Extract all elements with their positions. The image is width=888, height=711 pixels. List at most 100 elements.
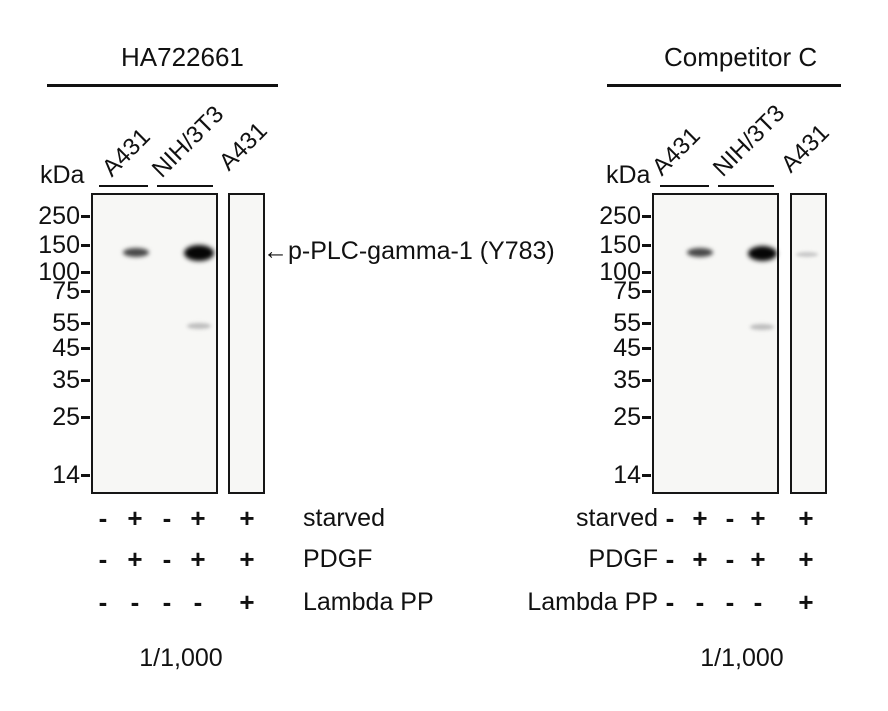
mw-tick [642, 473, 651, 477]
treatment-label-pdgf: PDGF [303, 545, 373, 573]
treatment-value: - [162, 587, 172, 617]
band-55kda-lane4 [187, 323, 211, 329]
band-140kda-lane4 [184, 245, 214, 261]
mw-tick [642, 214, 651, 218]
mw-marker-row: 100 [28, 257, 90, 287]
treatment-value: - [665, 587, 675, 617]
treatment-value: - [98, 503, 108, 533]
treatment-value: - [98, 587, 108, 617]
band-140kda-lane2 [123, 248, 149, 257]
mw-label: 35 [52, 366, 80, 394]
treatment-value: - [665, 544, 675, 574]
lane-label-a431-1: A431 [96, 123, 156, 182]
band-55kda-lane4 [750, 324, 774, 330]
treatment-value: - [162, 544, 172, 574]
mw-marker-row: 25 [589, 402, 651, 432]
treatment-value: + [798, 544, 814, 574]
treatment-label-pdgf: PDGF [588, 545, 658, 573]
mw-label: 14 [613, 461, 641, 489]
kda-axis-label: kDa [40, 161, 85, 189]
mw-tick [642, 378, 651, 382]
mw-tick [81, 346, 90, 350]
mw-tick [81, 270, 90, 274]
dilution-label: 1/1,000 [139, 644, 223, 672]
mw-tick [642, 243, 651, 247]
lane-group-rule [718, 185, 774, 187]
mw-marker-row: 75 [589, 276, 651, 306]
mw-marker-row: 25 [28, 402, 90, 432]
mw-label: 100 [38, 258, 80, 286]
mw-tick [642, 289, 651, 293]
mw-tick [642, 415, 651, 419]
treatment-value: - [695, 587, 705, 617]
blot-membrane-main [91, 193, 218, 494]
treatment-value: - [162, 503, 172, 533]
mw-label: 75 [613, 277, 641, 305]
mw-label: 55 [613, 309, 641, 337]
treatment-value: - [725, 503, 735, 533]
treatment-label-lambda-pp: Lambda PP [527, 588, 658, 616]
mw-label: 45 [52, 334, 80, 362]
dilution-label: 1/1,000 [700, 644, 784, 672]
lane-label-nih3t3: NIH/3T3 [707, 99, 791, 182]
treatment-value: + [127, 544, 143, 574]
lane-label-a431-1: A431 [646, 122, 706, 181]
treatment-value: + [239, 503, 255, 533]
mw-marker-row: 55 [589, 308, 651, 338]
treatment-value: - [665, 503, 675, 533]
treatment-value: + [190, 503, 206, 533]
mw-marker-row: 150 [589, 230, 651, 260]
title-underline [47, 84, 278, 87]
mw-tick [642, 321, 651, 325]
blot-membrane-strip [790, 193, 827, 494]
band-140kda-lane4 [748, 246, 777, 261]
treatment-value: + [750, 503, 766, 533]
mw-label: 25 [52, 403, 80, 431]
treatment-value: + [750, 544, 766, 574]
mw-tick [81, 243, 90, 247]
mw-marker-row: 14 [28, 460, 90, 490]
lane-group-rule [99, 185, 148, 187]
mw-label: 14 [52, 461, 80, 489]
mw-marker-row: 75 [28, 276, 90, 306]
mw-marker-row: 150 [28, 230, 90, 260]
mw-marker-row: 45 [589, 333, 651, 363]
treatment-value: + [692, 544, 708, 574]
lane-label-a431-2: A431 [775, 119, 835, 178]
treatment-value: - [725, 587, 735, 617]
mw-label: 150 [38, 231, 80, 259]
treatment-label-starved: starved [303, 504, 385, 532]
treatment-value: - [753, 587, 763, 617]
treatment-value: + [239, 544, 255, 574]
panel-title-ha722661: HA722661 [121, 42, 244, 72]
lane-label-a431-2: A431 [213, 117, 273, 176]
treatment-value: + [239, 587, 255, 617]
treatment-value: - [193, 587, 203, 617]
kda-axis-label: kDa [606, 161, 651, 189]
lane-group-rule [660, 185, 709, 187]
mw-marker-row: 45 [28, 333, 90, 363]
mw-label: 250 [599, 202, 641, 230]
blot-membrane-strip [228, 193, 265, 494]
treatment-value: + [798, 503, 814, 533]
title-underline [607, 84, 841, 87]
target-annotation-text: p-PLC-gamma-1 (Y783) [288, 237, 555, 265]
mw-label: 150 [599, 231, 641, 259]
treatment-value: + [127, 503, 143, 533]
treatment-label-lambda-pp: Lambda PP [303, 588, 434, 616]
mw-marker-row: 100 [589, 257, 651, 287]
mw-marker-row: 35 [28, 365, 90, 395]
mw-label: 35 [613, 366, 641, 394]
target-annotation: ← p-PLC-gamma-1 (Y783) [263, 237, 555, 265]
mw-label: 55 [52, 309, 80, 337]
mw-label: 100 [599, 258, 641, 286]
mw-tick [81, 378, 90, 382]
mw-marker-row: 250 [28, 201, 90, 231]
mw-label: 25 [613, 403, 641, 431]
mw-marker-row: 35 [589, 365, 651, 395]
blot-membrane-main [652, 193, 779, 494]
mw-label: 75 [52, 277, 80, 305]
mw-marker-row: 55 [28, 308, 90, 338]
mw-tick [81, 415, 90, 419]
